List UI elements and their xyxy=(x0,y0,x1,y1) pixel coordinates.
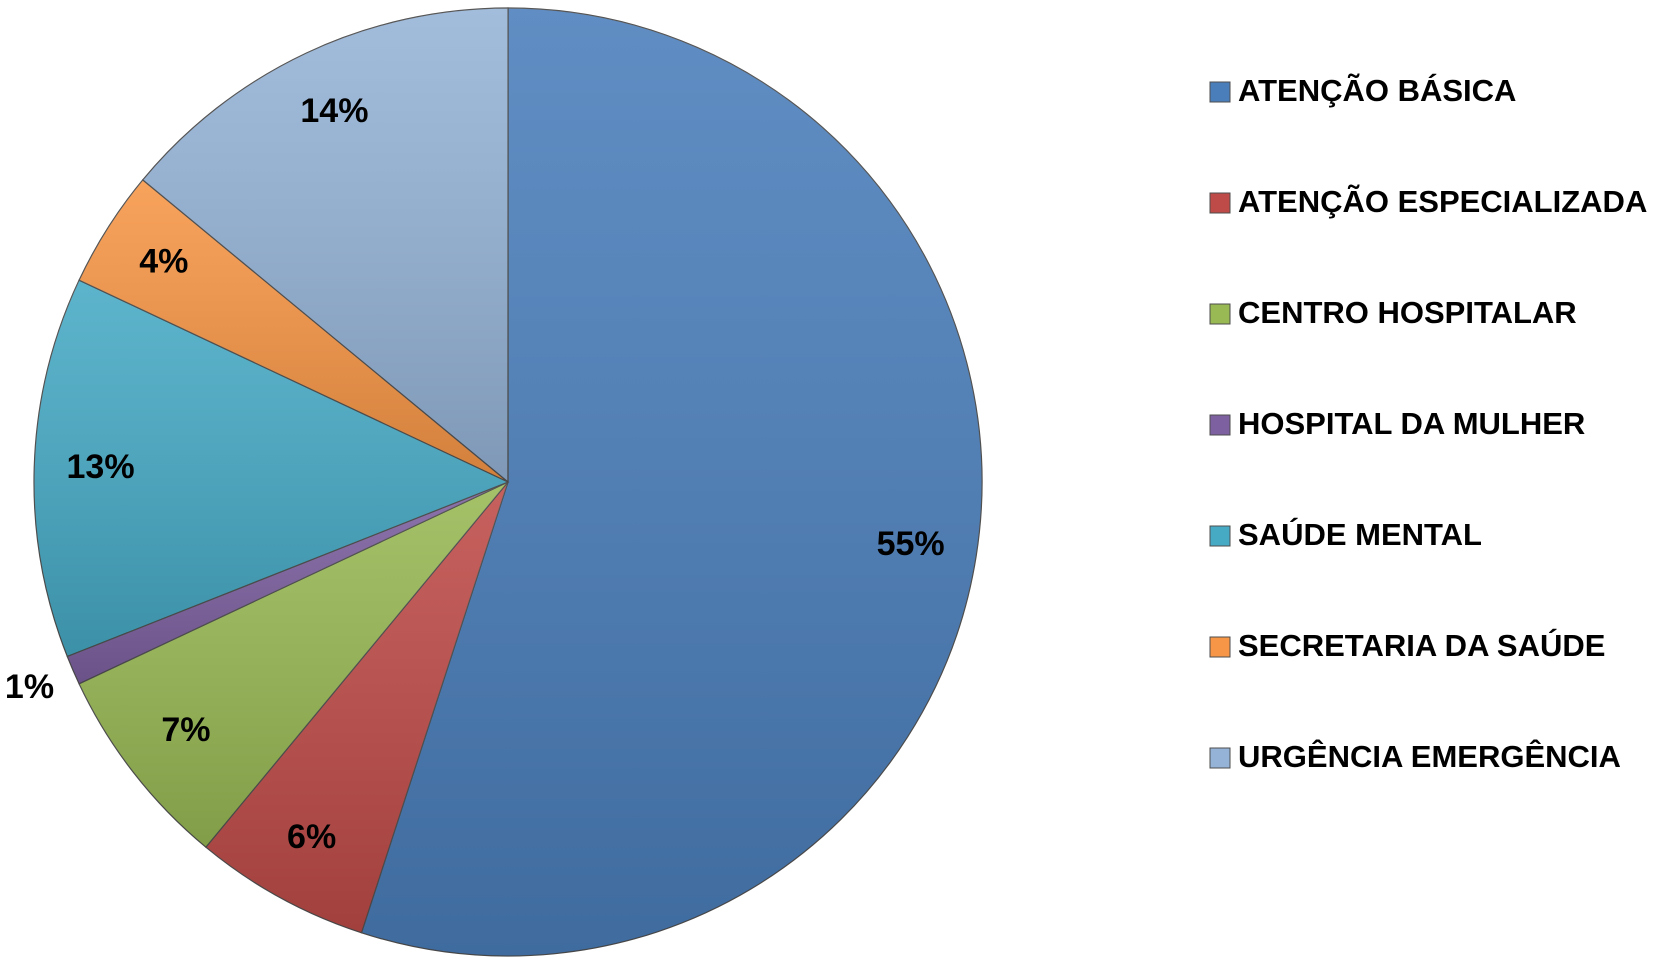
slice-shade xyxy=(67,482,508,684)
legend-label: SAÚDE MENTAL xyxy=(1238,516,1482,552)
data-label: 6% xyxy=(287,818,336,856)
legend-swatch xyxy=(1209,747,1231,769)
legend-label: ATENÇÃO BÁSICA xyxy=(1238,73,1516,108)
data-label: 4% xyxy=(139,243,188,281)
legend-swatch xyxy=(1209,636,1231,658)
legend-label: ATENÇÃO ESPECIALIZADA xyxy=(1238,184,1647,219)
legend-swatch xyxy=(1209,414,1231,436)
legend-label: HOSPITAL DA MULHER xyxy=(1238,406,1585,441)
slice-shade xyxy=(79,482,509,848)
data-label: 1% xyxy=(5,668,54,706)
data-label: 13% xyxy=(67,448,135,486)
data-label: 7% xyxy=(161,711,210,749)
data-label: 55% xyxy=(877,525,945,563)
slice-shade xyxy=(205,482,508,933)
legend-swatch xyxy=(1209,192,1231,214)
legend-swatch xyxy=(1209,81,1231,103)
slice-shade xyxy=(142,8,508,482)
legend-label: CENTRO HOSPITALAR xyxy=(1238,295,1577,330)
legend-label: URGÊNCIA EMERGÊNCIA xyxy=(1238,738,1621,774)
slice-shade xyxy=(33,280,509,657)
slice-shade xyxy=(79,179,509,482)
legend-swatch xyxy=(1209,303,1231,325)
legend-swatch xyxy=(1209,525,1231,547)
data-label: 14% xyxy=(300,92,368,130)
slice-shade xyxy=(361,8,983,956)
legend-label: SECRETARIA DA SAÚDE xyxy=(1238,627,1605,663)
